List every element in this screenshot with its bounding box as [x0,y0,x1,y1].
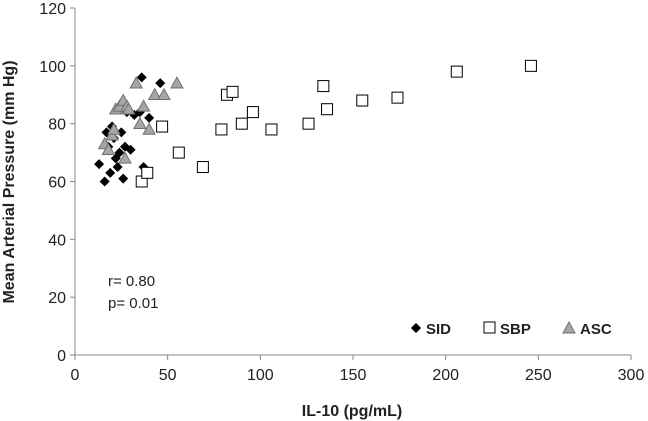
legend-triangle-marker [562,320,576,334]
data-point-sid [112,162,123,173]
data-point-sid [118,173,129,184]
x-tick-label: 150 [340,367,367,384]
data-point-sbp [317,80,330,93]
data-point-sid [144,112,155,123]
data-point-asc [147,87,162,101]
data-point-sbp [356,94,369,107]
x-tick-label: 300 [618,367,645,384]
data-point-sid [105,167,116,178]
legend: SID SBP ASC [411,320,612,338]
data-point-sbp [235,117,248,130]
legend-label-sbp: SBP [500,321,531,338]
y-tick-label: 0 [57,348,66,365]
data-point-asc [142,122,156,135]
data-point-asc [107,122,121,135]
axes [70,7,632,360]
data-point-sid [94,159,105,170]
data-point-sbp [141,166,154,179]
data-point-asc [136,99,151,112]
y-tick-label: 80 [48,117,66,134]
data-points [94,59,537,188]
x-tick-label: 50 [159,367,177,384]
data-point-sbp [302,117,315,130]
legend-item-sid: SID [411,321,451,338]
y-tick-label: 20 [48,290,66,307]
data-point-asc [129,76,144,89]
data-point-sbp [196,161,209,174]
x-tick-label: 100 [247,367,274,384]
legend-square-marker [483,321,496,334]
y-tick-label: 60 [48,175,66,192]
y-axis-title: Mean Arterial Pressure (mm Hg) [1,60,18,303]
data-point-asc [118,151,132,164]
legend-item-asc: ASC [562,320,612,338]
series-asc [97,76,184,164]
data-point-sbp [265,123,278,136]
data-point-sid [125,144,136,155]
data-point-asc [121,102,136,115]
x-axis-title: IL-10 (pg/mL) [302,403,402,420]
data-point-asc [157,87,171,101]
tick-labels: 0 50 100 150 200 250 300 0 20 40 60 80 100 120 [39,1,644,384]
data-point-asc [133,116,147,129]
y-tick-label: 120 [39,1,66,18]
series-sbp [135,59,537,188]
data-point-sbp [524,59,537,72]
y-tick-label: 40 [48,232,66,249]
y-tick-label: 100 [39,59,66,76]
data-point-sbp [172,146,185,159]
data-point-sbp [226,85,239,98]
data-point-sid [155,78,166,89]
legend-item-sbp: SBP [483,321,531,338]
x-tick-label: 0 [71,367,80,384]
x-tick-label: 200 [432,367,459,384]
annotation-r: r= 0.80 [108,273,155,290]
x-tick-label: 250 [525,367,552,384]
data-point-sbp [450,65,463,78]
data-point-sbp [391,91,404,104]
annotation-p: p= 0.01 [108,295,158,312]
data-point-asc [170,76,184,89]
data-point-sbp [215,123,228,136]
legend-label-asc: ASC [580,321,612,338]
data-point-asc [101,142,116,155]
data-point-sid [114,147,125,158]
legend-label-sid: SID [426,321,451,338]
data-point-sid [99,176,110,187]
data-point-sbp [246,106,259,119]
data-point-sid [136,72,147,83]
data-point-sid [116,127,127,138]
data-point-sbp [321,103,334,116]
legend-diamond-marker [411,323,421,333]
data-point-sbp [156,120,169,133]
